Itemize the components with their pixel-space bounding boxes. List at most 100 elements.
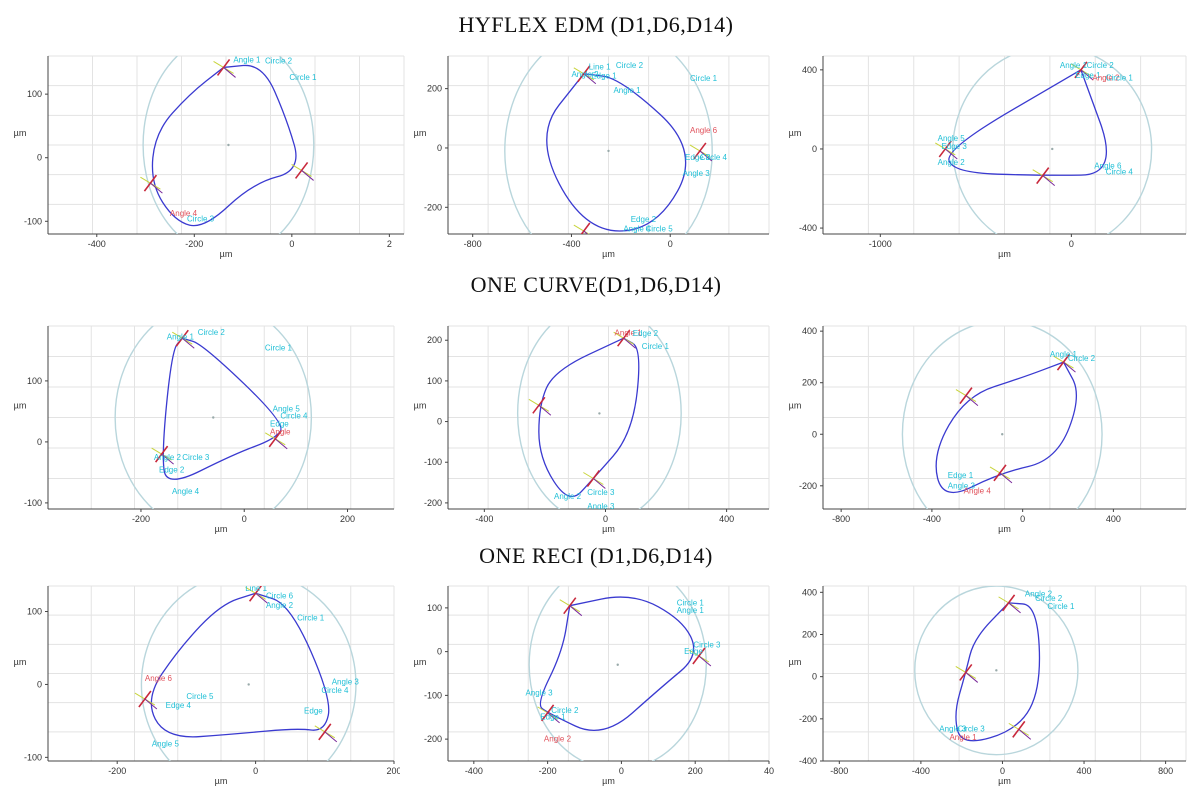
annotation-label: Angle 1 [197,580,225,586]
y-tick-label: 0 [812,429,817,439]
onereci-d14-graph: -800 -400 0 400 800 400 200 0 -200 -400 µm µm [789,585,1187,786]
y-unit-label: µm [14,400,27,410]
x-tick-label: -800 [830,766,848,776]
y-tick-label: -200 [799,714,817,724]
ray-marker [999,472,1013,484]
x-unit-label: µm [998,249,1011,259]
x-tick-label: 2 [387,239,392,249]
y-tick-label: 200 [802,378,817,388]
annotation-label: Angle 5 [938,134,966,143]
angle-marker [532,396,546,414]
annotation-label: Angle 4 [172,487,200,496]
annotation-label: Angle 3 [525,688,553,697]
onecurve-d6-graph: -400 0 400 200 100 0 -100 -200 µm µm [414,325,770,534]
annotation-label: Edge [304,707,323,716]
panel-onecurve-d14: -800 -400 0 400 400 200 0 -200 µm µm Angle 1 Circle… [775,320,1192,535]
angle-marker [1036,167,1050,185]
annotation-label: Angle 3 [939,724,967,733]
annotation-label: Circle 3 [958,724,986,733]
panel-onereci-d6: -400 -200 0 200 40 100 0 -100 -200 µm µm Circle 1 An… [400,580,775,787]
x-unit-label: µm [602,249,615,259]
x-tick-label: 40 [764,766,774,776]
annotation-label: Angle 2 [571,70,599,79]
canal-trace [151,64,297,227]
annotation-label: Circle 1 [265,343,293,352]
annotation-label: Angle 2 [554,492,582,501]
onecurve-d1-plot: -200 0 200 100 0 -100 µm µm Angle 1 Circle 2 Circl… [14,325,395,534]
x-unit-label: µm [220,249,233,259]
angle-marker [577,65,591,83]
x-unit-label: µm [998,776,1011,786]
annotation-label: Edge 3 [941,142,967,151]
annotation-label: Circle 2 [1068,354,1096,363]
annotation-label: Circle 4 [321,686,349,695]
annotation-label: Edge 1 [948,471,974,480]
y-tick-label: 100 [27,607,42,617]
annotation-label: Angle [270,428,291,437]
fit-circle [914,586,1079,756]
annotation-label: Line 1 [589,62,611,71]
annotation-label: Circle 1 [1047,602,1075,611]
annotation-label: Angle 2 [1092,74,1120,83]
ray-marker [274,438,288,450]
annotation-label: Angle 3 [683,169,711,178]
hyflex-d6-graph: -800 -400 0 200 0 -200 µm µm [414,55,770,259]
annotation-label: Angle 3 [332,677,360,686]
x-unit-label: µm [998,524,1011,534]
x-tick-label: -400 [465,766,483,776]
x-tick-label: -400 [88,239,106,249]
annotation-label: Circle 4 [1106,168,1134,177]
ray-marker [1008,602,1021,614]
ray-marker [1063,361,1076,373]
annotation-label: Circle 1 [289,73,317,82]
angle-marker [563,597,577,615]
canal-trace [162,337,282,480]
ray-marker [1080,69,1094,81]
ray-marker [623,337,636,349]
annotation-label: Circle 3 [587,488,615,497]
annotation-label: Angle 1 [233,55,261,64]
annotation-label: Angle 1 [167,332,195,341]
y-unit-label: µm [414,400,427,410]
y-tick-label: 0 [437,647,442,657]
annotation-label: Angle 2 [266,601,294,610]
fit-circle-center [616,663,619,666]
row-title-one-reci: ONE RECI (D1,D6,D14) [479,543,713,568]
annotation-label: Angle 2 [544,734,572,743]
hyflex-d1-plot: -400 -200 0 2 100 0 -100 µm µm Angle 1 Circle 2 Cir… [14,55,405,259]
annotation-label: Angle 1 [1050,350,1078,359]
annotation-label: Angle 2 [154,453,182,462]
ray-marker [547,712,560,724]
fit-circle-center [1001,433,1004,436]
canal-trace [150,592,330,738]
fit-circle-center [212,416,215,419]
x-unit-label: µm [215,776,228,786]
onecurve-d1-graph: -200 0 200 100 0 -100 µm µm [14,325,395,534]
fit-circle [140,586,357,761]
y-unit-label: µm [14,657,27,667]
annotation-label: Angle 1 [677,606,705,615]
x-tick-label: -200 [108,766,126,776]
x-tick-label: -400 [923,514,941,524]
annotation-label: Circle 1 [642,342,670,351]
annotation-label: Angle 1 [615,328,643,337]
y-unit-label: µm [789,128,802,138]
angle-marker [617,329,631,347]
angle-marker [1074,61,1088,79]
ray-marker [583,73,597,85]
y-tick-label: -100 [24,498,42,508]
annotation-label: Circle 2 [198,328,226,337]
annotation-label: Angle 1 [1060,61,1088,70]
annotation-label: Edge 1 [1075,71,1101,80]
fit-circle-center [995,669,998,672]
annotation-label: Edge 2 [631,215,657,224]
annotation-label: Angle 5 [273,404,301,413]
